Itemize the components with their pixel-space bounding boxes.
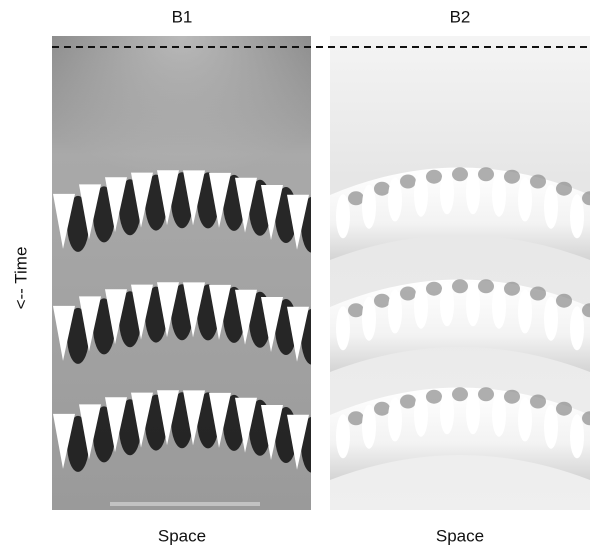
white-streak (336, 414, 350, 458)
gray-blob (374, 294, 390, 308)
white-streak (414, 393, 428, 437)
gray-blob (452, 279, 468, 293)
gray-blob (400, 395, 416, 409)
white-streak (570, 306, 584, 350)
white-streak (362, 185, 376, 229)
gray-blob (374, 182, 390, 196)
white-streak (544, 185, 558, 229)
white-streak (492, 393, 506, 437)
x-label: Space (158, 526, 206, 545)
white-streak (388, 290, 402, 334)
gray-blob (556, 294, 572, 308)
white-streak (466, 390, 480, 434)
white-streak (362, 405, 376, 449)
bottom-specks (110, 502, 260, 506)
gray-blob (478, 279, 494, 293)
white-streak (466, 282, 480, 326)
gray-blob (556, 402, 572, 416)
white-streak (388, 178, 402, 222)
gray-blob (452, 167, 468, 181)
white-streak (336, 194, 350, 238)
white-streak (466, 170, 480, 214)
gray-blob (504, 170, 520, 184)
y-label: <-- Time (11, 247, 30, 310)
white-streak (388, 398, 402, 442)
panel-title: B1 (172, 7, 193, 26)
gray-blob (426, 170, 442, 184)
gray-blob (426, 282, 442, 296)
white-streak (336, 306, 350, 350)
white-streak (414, 285, 428, 329)
panel-b2-image (330, 36, 592, 510)
white-streak (570, 414, 584, 458)
white-streak (492, 285, 506, 329)
white-streak (362, 297, 376, 341)
gray-blob (452, 387, 468, 401)
panel-title: B2 (450, 7, 471, 26)
gray-blob (504, 390, 520, 404)
gray-blob (348, 303, 364, 317)
white-streak (518, 290, 532, 334)
gray-blob (530, 175, 546, 189)
white-streak (570, 194, 584, 238)
white-streak (544, 405, 558, 449)
white-streak (518, 178, 532, 222)
gray-blob (504, 282, 520, 296)
white-streak (544, 297, 558, 341)
gray-blob (348, 411, 364, 425)
white-streak (518, 398, 532, 442)
gray-blob (426, 390, 442, 404)
gray-blob (348, 191, 364, 205)
white-streak (440, 170, 454, 214)
gray-blob (374, 402, 390, 416)
gray-blob (400, 287, 416, 301)
figure: B1 B2 Space Space <-- Time (0, 0, 592, 548)
panel-b1-image (52, 36, 323, 510)
white-streak (440, 390, 454, 434)
gray-blob (478, 167, 494, 181)
gray-blob (478, 387, 494, 401)
gray-blob (530, 395, 546, 409)
white-streak (414, 173, 428, 217)
white-streak (492, 173, 506, 217)
gray-blob (556, 182, 572, 196)
gray-blob (400, 175, 416, 189)
white-streak (440, 282, 454, 326)
gray-blob (530, 287, 546, 301)
x-label: Space (436, 526, 484, 545)
